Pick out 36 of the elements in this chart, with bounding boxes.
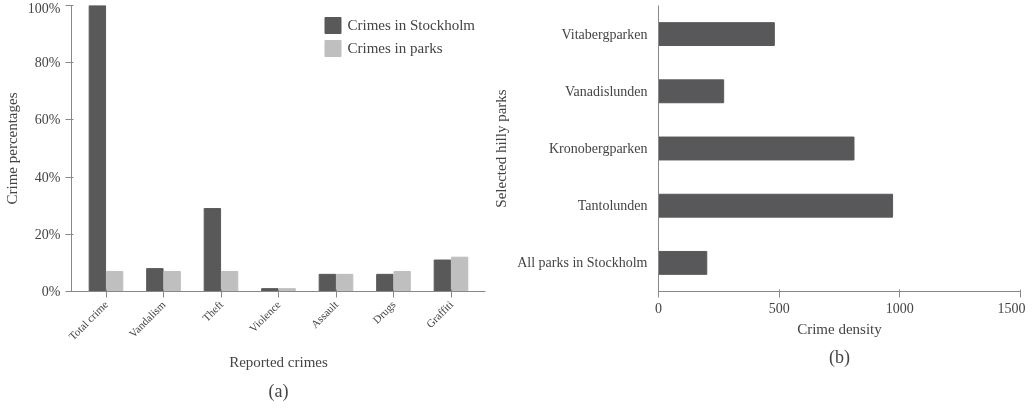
- y-tick-label: All parks in Stockholm: [517, 255, 648, 271]
- y-tick-label: 60%: [34, 112, 61, 128]
- y-tick-label: Kronobergparken: [549, 141, 648, 156]
- bar: [335, 273, 354, 292]
- bar: [278, 288, 296, 292]
- y-tick-label: 100%: [27, 0, 61, 16]
- bar: [220, 270, 239, 292]
- bar: [376, 273, 394, 292]
- text: (a): [268, 380, 289, 402]
- y-tick-label: Vitabergparken: [561, 26, 648, 42]
- bar: [203, 208, 222, 292]
- bar: [88, 5, 107, 292]
- bar: [393, 270, 411, 292]
- bar: [433, 259, 452, 292]
- y-tick-label: Vanadislunden: [565, 83, 648, 99]
- y-axis-title: Selected hilly parks: [493, 89, 510, 208]
- x-tick-label: 500: [768, 300, 790, 316]
- text: (b): [829, 346, 851, 368]
- bar: [318, 273, 337, 292]
- x-axis-title: Crime density: [797, 320, 883, 337]
- x-axis-title: Reported crimes: [229, 354, 329, 371]
- legend-label: Crimes in parks: [347, 39, 443, 57]
- x-tick-label: 0: [655, 300, 662, 316]
- y-tick-label: 40%: [34, 169, 61, 185]
- y-tick-label: 20%: [34, 226, 61, 242]
- bar: [450, 256, 469, 292]
- bar: [105, 270, 124, 292]
- x-tick-label: 1500: [997, 300, 1026, 316]
- y-tick-label: Tantolunden: [577, 198, 648, 214]
- bar: [146, 268, 164, 292]
- y-tick-label: 80%: [34, 55, 61, 71]
- x-tick-label: 1000: [885, 300, 914, 316]
- y-tick-label: 0%: [41, 284, 61, 299]
- bar: [163, 270, 181, 292]
- y-axis-title: Crime percentages: [3, 92, 20, 205]
- legend-label: Crimes in Stockholm: [347, 16, 475, 34]
